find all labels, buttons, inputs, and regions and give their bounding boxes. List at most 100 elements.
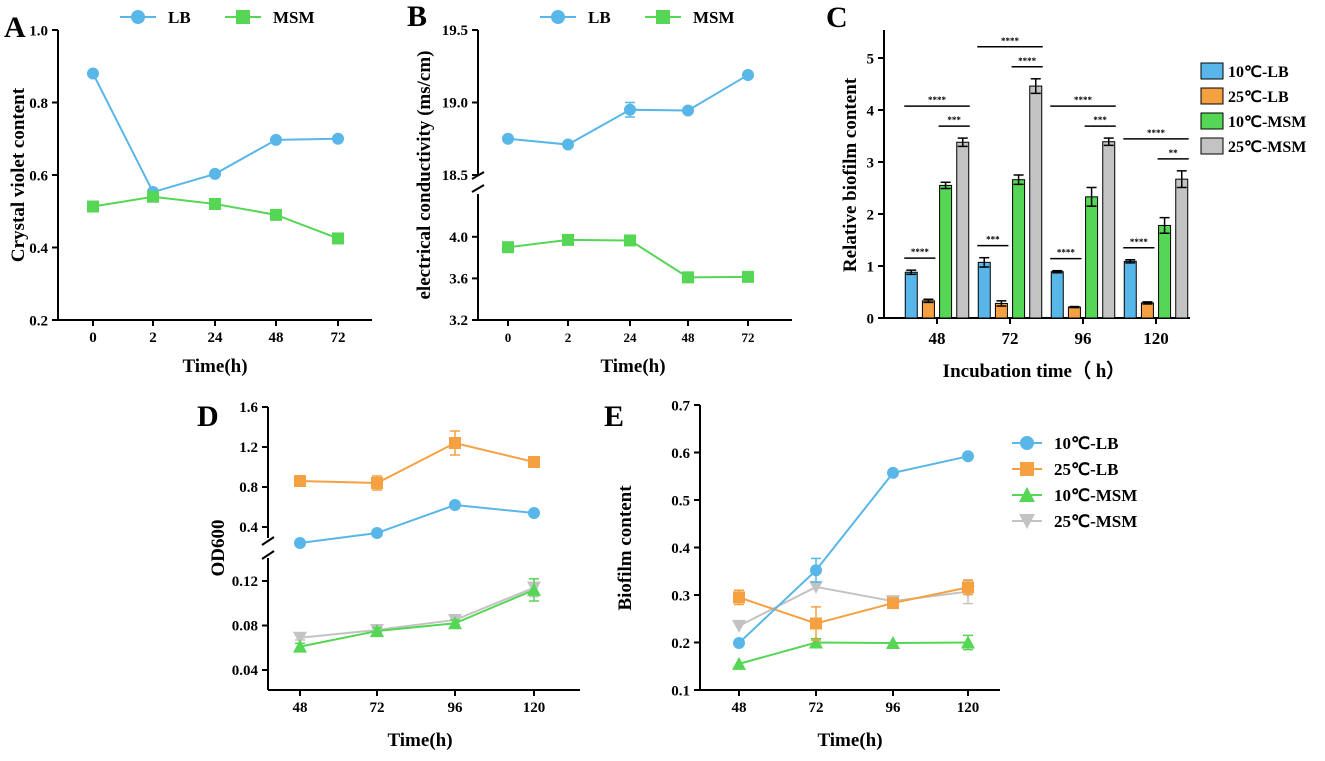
panel-e-series-25c-lb-point <box>733 591 745 604</box>
panel-e-legend-10c-lb-marker <box>1020 436 1034 450</box>
panel-c-bar <box>956 141 970 319</box>
panel-e-series-10c-lb-point <box>962 450 974 463</box>
panel-a-series-msm-point <box>147 190 159 203</box>
panel-a-ytick-label: 0.8 <box>29 96 48 112</box>
panel-d-series-10c-msm-line <box>299 588 535 648</box>
panel-d-ylabel: OD600 <box>208 520 229 577</box>
panel-c-significance-label: **** <box>1147 128 1166 138</box>
panel-c-significance-label: **** <box>1074 95 1093 105</box>
panel-a-xtick-label: 2 <box>149 330 157 346</box>
panel-d-series-10c-lb-point <box>449 499 461 511</box>
panel-b-xtick-label: 24 <box>624 330 638 345</box>
panel-c-legend-swatch <box>1200 87 1224 105</box>
panel-a-ylabel: Crystal violet content <box>8 87 29 262</box>
panel-e-series-25c-msm-line <box>738 585 969 627</box>
panel-e-legend-10c-msm-label: 10℃-MSM <box>1054 486 1137 505</box>
panel-e-series-10c-msm-point <box>809 635 823 649</box>
panel-e-legend-10c-msm-marker <box>1019 487 1035 502</box>
panel-a-legend-lb-label: LB <box>168 8 191 27</box>
panel-b-legend-msm-marker <box>656 10 670 24</box>
panel-e-legend-25c-lb-label: 25℃-LB <box>1054 460 1118 479</box>
panel-b-series-msm-point <box>562 233 574 246</box>
panel-c-ytick-label: 5 <box>867 51 875 67</box>
panel-e-series-25c-lb-line <box>738 586 969 625</box>
panel-c-xtick-label: 96 <box>1075 329 1092 348</box>
panel-c-legend-label: 10℃-LB <box>1228 64 1289 81</box>
panel-c-bar <box>904 271 918 319</box>
panel-a-ytick-label: 0.6 <box>29 168 48 184</box>
panel-d-xtick-label: 48 <box>293 700 308 716</box>
panel-c-bar <box>1029 85 1043 319</box>
panel-d-series-25c-msm-line <box>299 586 535 639</box>
panel-c-ytick-label: 0 <box>867 311 875 327</box>
panel-b-legend-msm-label: MSM <box>693 8 735 27</box>
panel-b-series-msm-point <box>502 241 514 254</box>
panel-b-xlabel: Time(h) <box>600 356 665 377</box>
panel-e-xtick-label: 72 <box>809 700 824 716</box>
panel-a-series-lb-point <box>87 67 99 80</box>
panel-c-xtick-label: 72 <box>1002 329 1019 348</box>
panel-b-xtick-label: 0 <box>505 330 512 345</box>
panel-d-xtick-label: 120 <box>523 700 546 716</box>
panel-e-series-25c-msm-point <box>732 619 746 633</box>
panel-c-bar <box>1050 271 1064 319</box>
panel-d-axis-break <box>261 536 275 560</box>
panel-e-series-10c-msm-point <box>886 635 900 649</box>
panel-a-series-msm-point <box>332 232 344 245</box>
panel-e-ytick-label: 0.1 <box>671 683 690 699</box>
panel-e-ylabel: Biofilm content <box>615 485 636 611</box>
panel-d-series-25c-lb-point <box>528 456 540 468</box>
panel-d-ytick-label: 0.12 <box>232 574 258 590</box>
panel-c-xtick-label: 120 <box>1143 329 1169 348</box>
panel-e-series-10c-lb-line <box>738 455 969 644</box>
panel-a-series-lb-point <box>209 167 221 180</box>
panel-e-series-25c-lb-point <box>962 581 974 594</box>
panel-b-ytick-label: 19.5 <box>442 23 468 39</box>
panel-d-series-10c-msm-point <box>370 624 384 638</box>
panel-c-xlabel: Incubation time（ h） <box>943 359 1126 382</box>
panel-d-xtick-label: 72 <box>370 700 385 716</box>
panel-a-legend-msm-label: MSM <box>273 8 315 27</box>
panel-e-series-10c-lb-point <box>887 466 899 479</box>
panel-e-legend-25c-msm-marker <box>1019 514 1035 529</box>
panel-b-series-lb-point <box>562 138 574 151</box>
panel-e-legend-10c-lb-label: 10℃-LB <box>1054 434 1118 453</box>
panel-d-series-25c-msm-point <box>293 631 307 645</box>
panel-a-series-msm-point <box>270 208 282 221</box>
panel-c-significance-label: *** <box>947 115 961 125</box>
panel-label-d: D <box>197 400 219 433</box>
panel-c-bar <box>1123 260 1137 319</box>
panel-c-bar <box>939 184 953 319</box>
panel-c-legend-swatch <box>1200 112 1224 130</box>
panel-d-series-10c-lb-point <box>371 527 383 539</box>
panel-d-series-25c-lb-point <box>371 477 383 489</box>
panel-c-bar <box>1158 224 1172 319</box>
panel-a-legend-lb-marker <box>131 10 145 24</box>
panel-c-bar <box>1175 178 1189 319</box>
panel-label-b: B <box>407 0 427 33</box>
panel-a-xtick-label: 48 <box>269 330 284 346</box>
panel-e-xtick-label: 48 <box>732 700 747 716</box>
panel-c-legend-swatch <box>1200 62 1224 80</box>
panel-e-series-25c-lb-point <box>887 597 899 610</box>
panel-c-significance-label: *** <box>1093 115 1107 125</box>
panel-c-bar <box>921 300 935 319</box>
panel-d-ytick-label: 0.8 <box>239 480 258 496</box>
panel-a-series-msm-point <box>209 198 221 210</box>
panel-c-bar <box>1012 179 1026 319</box>
panel-d-series-25c-lb-point <box>294 475 306 487</box>
panel-b-ytick-label: 19.0 <box>442 96 468 112</box>
panel-b-series-lb-point <box>624 103 636 116</box>
panel-b-xtick-label: 48 <box>682 330 696 345</box>
panel-c-bar <box>1102 141 1116 319</box>
panel-d-series-25c-lb-line <box>299 441 535 485</box>
panel-b-ytick-label: 3.6 <box>449 271 468 287</box>
panel-c-ylabel: Relative biofilm content <box>840 77 861 272</box>
panel-d-series-25c-lb-point <box>449 437 461 449</box>
panel-e-ytick-label: 0.6 <box>671 446 690 462</box>
panel-c-significance-label: ** <box>1169 148 1179 158</box>
panel-d-series-10c-msm-point <box>293 639 307 653</box>
panel-d-ytick-label: 1.2 <box>239 440 258 456</box>
panel-d-ytick-label: 0.4 <box>239 520 258 536</box>
